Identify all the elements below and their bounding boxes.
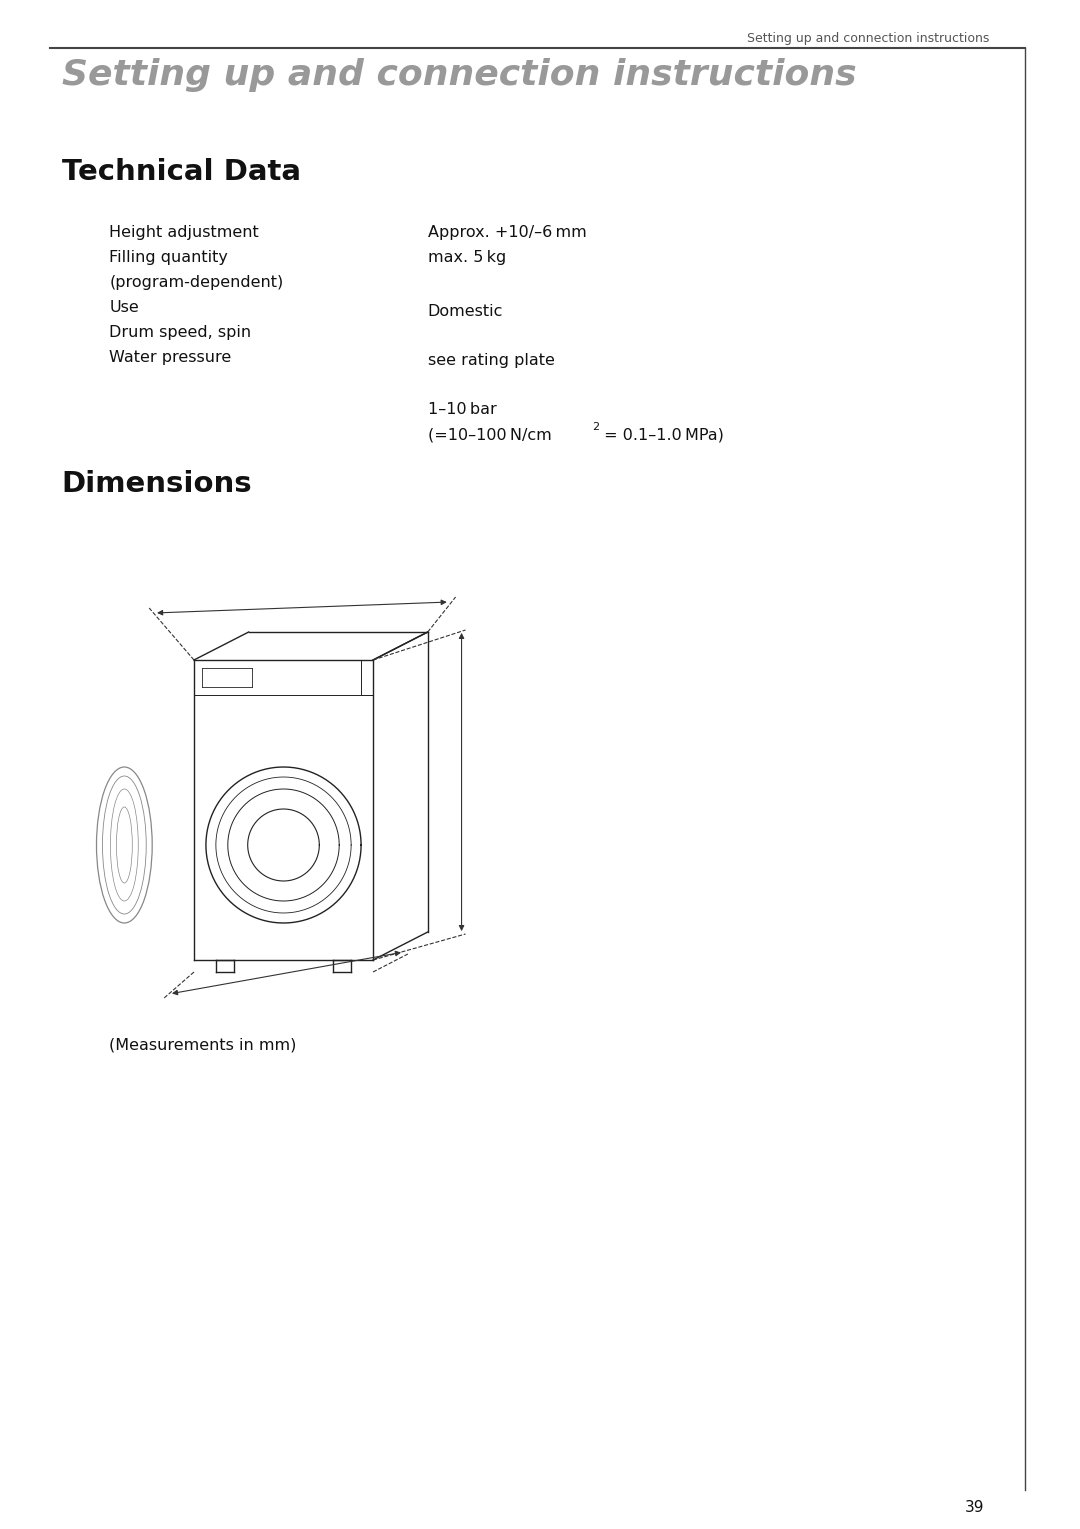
Text: Setting up and connection instructions: Setting up and connection instructions xyxy=(62,58,856,92)
Text: = 0.1–1.0 MPa): = 0.1–1.0 MPa) xyxy=(598,427,724,442)
Text: Domestic: Domestic xyxy=(428,304,503,320)
Text: Drum speed, spin: Drum speed, spin xyxy=(109,326,252,339)
Text: Height adjustment: Height adjustment xyxy=(109,225,259,240)
Text: (=10–100 N/cm: (=10–100 N/cm xyxy=(428,427,552,442)
Text: Setting up and connection instructions: Setting up and connection instructions xyxy=(747,32,989,44)
Text: Filling quantity: Filling quantity xyxy=(109,251,228,265)
Text: Water pressure: Water pressure xyxy=(109,350,232,365)
Text: Approx. +10/–6 mm: Approx. +10/–6 mm xyxy=(428,225,586,240)
Text: Dimensions: Dimensions xyxy=(62,469,253,498)
Text: see rating plate: see rating plate xyxy=(428,353,555,368)
Text: (program-dependent): (program-dependent) xyxy=(109,275,284,291)
Text: 2: 2 xyxy=(592,422,599,433)
Text: 1–10 bar: 1–10 bar xyxy=(428,402,497,417)
Text: 39: 39 xyxy=(966,1500,985,1515)
Text: Use: Use xyxy=(109,300,139,315)
Text: max. 5 kg: max. 5 kg xyxy=(428,251,507,265)
Text: (Measurements in mm): (Measurements in mm) xyxy=(109,1038,297,1053)
Text: Technical Data: Technical Data xyxy=(62,157,300,187)
